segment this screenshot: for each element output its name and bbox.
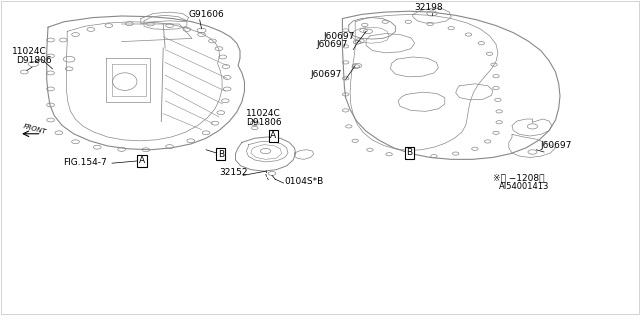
Text: B: B [406, 148, 413, 157]
Text: ※（ −1208）: ※（ −1208） [493, 174, 544, 183]
Text: 0104S*B: 0104S*B [285, 177, 324, 186]
Text: AI54001413: AI54001413 [499, 182, 550, 191]
Text: B: B [218, 150, 224, 159]
Text: D91806: D91806 [16, 56, 52, 65]
Text: 32152: 32152 [219, 168, 248, 177]
Text: J60697: J60697 [310, 70, 342, 79]
Text: FRONT: FRONT [23, 124, 47, 136]
Text: 11024C: 11024C [246, 109, 281, 118]
Text: 32198: 32198 [415, 3, 444, 12]
Text: G91606: G91606 [189, 10, 225, 19]
Text: D91806: D91806 [246, 118, 282, 127]
Text: FIG.154-7: FIG.154-7 [63, 158, 106, 167]
Text: J60697: J60697 [323, 32, 355, 41]
Text: A: A [270, 132, 276, 140]
Text: J60697: J60697 [317, 40, 348, 49]
Text: 11024C: 11024C [12, 47, 46, 56]
Text: A: A [139, 156, 145, 165]
Text: J60697: J60697 [541, 141, 572, 150]
